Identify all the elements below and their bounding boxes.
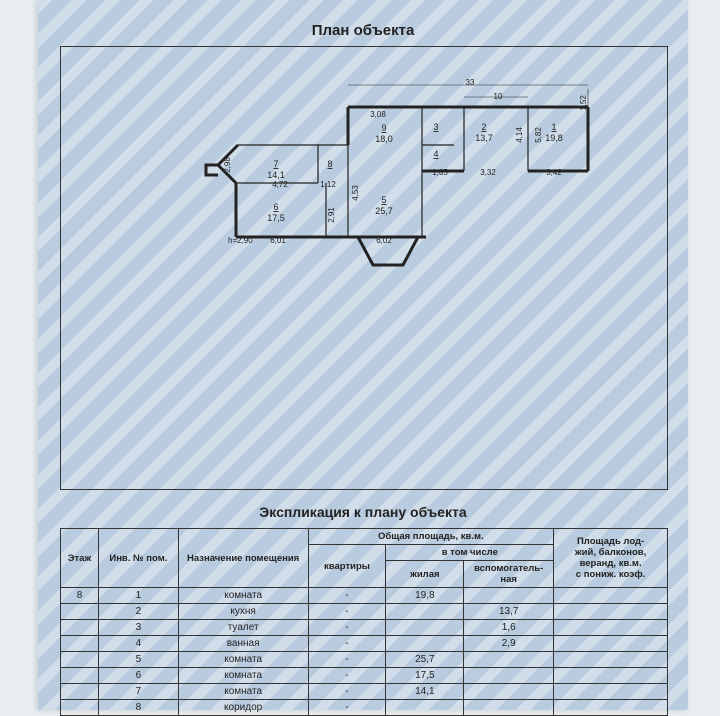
th-balcony: Площадь лод- жий, балконов, веранд, кв.м… (554, 529, 668, 588)
svg-text:6: 6 (273, 202, 278, 212)
svg-text:2,91: 2,91 (327, 207, 336, 223)
svg-text:17,5: 17,5 (267, 213, 285, 223)
floorplan-diagram: h=2,90 119,8 213,7 3 4 525,7 617,5 714,1 8 918,0… (158, 75, 608, 285)
explication-table: Этаж Инв. № пом. Назначение помещения Об… (60, 528, 668, 716)
th-including: в том числе (386, 545, 554, 561)
svg-text:8: 8 (327, 159, 332, 169)
th-purpose: Назначение помещения (178, 529, 308, 588)
svg-text:1,65: 1,65 (432, 168, 448, 177)
document-paper: План объекта h=2,90 119,8213, (38, 0, 688, 710)
table-row: 4ванная-2,9 (61, 636, 668, 652)
svg-text:4,14: 4,14 (515, 127, 524, 143)
table-row: 3туалет-1,6 (61, 620, 668, 636)
svg-text:6,01: 6,01 (270, 236, 286, 245)
svg-text:3,42: 3,42 (546, 168, 562, 177)
plan-title: План объекта (38, 22, 688, 39)
th-total-area: Общая площадь, кв.м. (308, 529, 554, 545)
th-inv: Инв. № пом. (98, 529, 178, 588)
table-row: 5комната-25,7 (61, 652, 668, 668)
svg-text:4,53: 4,53 (351, 185, 360, 201)
svg-text:4: 4 (433, 149, 438, 159)
th-living: жилая (386, 561, 464, 588)
svg-text:13,7: 13,7 (475, 133, 493, 143)
svg-text:19,8: 19,8 (545, 133, 563, 143)
table-row: 81комната-19,8 (61, 588, 668, 604)
th-apartment: квартиры (308, 545, 386, 588)
svg-text:1,12: 1,12 (320, 180, 336, 189)
svg-text:2: 2 (481, 122, 486, 132)
svg-text:1,52: 1,52 (579, 95, 588, 111)
svg-text:3,32: 3,32 (480, 168, 496, 177)
svg-text:3,08: 3,08 (370, 110, 386, 119)
ceiling-height-label: h=2,90 (228, 236, 253, 245)
svg-text:14,1: 14,1 (267, 170, 285, 180)
svg-text:33: 33 (466, 78, 475, 87)
th-floor: Этаж (61, 529, 99, 588)
svg-text:5: 5 (381, 195, 386, 205)
table-row: 2кухня-13,7 (61, 604, 668, 620)
svg-text:25,7: 25,7 (375, 206, 393, 216)
svg-text:3: 3 (433, 122, 438, 132)
explication-title: Экспликация к плану объекта (38, 504, 688, 520)
svg-text:6,02: 6,02 (376, 236, 392, 245)
svg-text:10: 10 (494, 92, 503, 101)
svg-text:7: 7 (273, 159, 278, 169)
table-row: 6комната-17,5 (61, 668, 668, 684)
svg-text:9: 9 (381, 123, 386, 133)
svg-text:2,98: 2,98 (223, 157, 232, 173)
svg-text:4,72: 4,72 (272, 180, 288, 189)
th-auxiliary: вспомогатель- ная (464, 561, 554, 588)
svg-text:18,0: 18,0 (375, 134, 393, 144)
svg-text:5,82: 5,82 (534, 127, 543, 143)
table-row: 8коридор- (61, 700, 668, 716)
svg-text:1: 1 (551, 122, 556, 132)
table-row: 7комната-14,1 (61, 684, 668, 700)
